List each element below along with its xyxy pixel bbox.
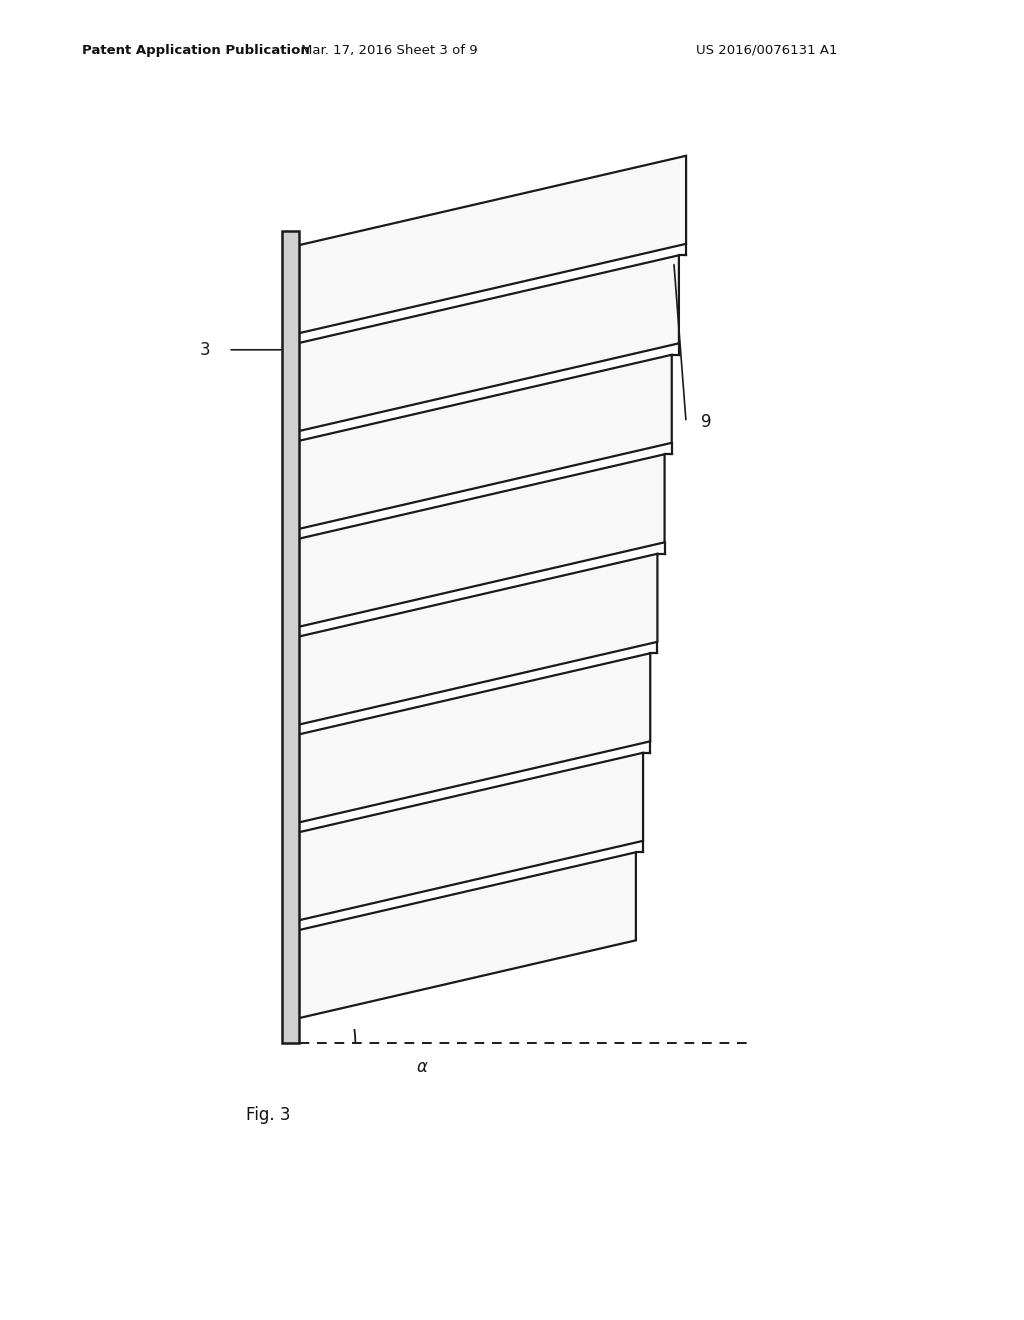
Bar — [282, 231, 299, 1043]
Polygon shape — [299, 853, 636, 1018]
Text: US 2016/0076131 A1: US 2016/0076131 A1 — [696, 44, 838, 57]
Polygon shape — [299, 554, 657, 725]
Text: Fig. 3: Fig. 3 — [246, 1106, 290, 1125]
Polygon shape — [299, 355, 672, 529]
Polygon shape — [299, 752, 643, 920]
Text: Patent Application Publication: Patent Application Publication — [82, 44, 309, 57]
Polygon shape — [299, 156, 686, 333]
Text: 3: 3 — [200, 341, 210, 359]
Text: Mar. 17, 2016 Sheet 3 of 9: Mar. 17, 2016 Sheet 3 of 9 — [301, 44, 477, 57]
Text: $\alpha$: $\alpha$ — [416, 1057, 428, 1076]
Text: 9: 9 — [701, 413, 712, 432]
Polygon shape — [299, 255, 679, 432]
Polygon shape — [299, 454, 665, 627]
Polygon shape — [299, 653, 650, 822]
